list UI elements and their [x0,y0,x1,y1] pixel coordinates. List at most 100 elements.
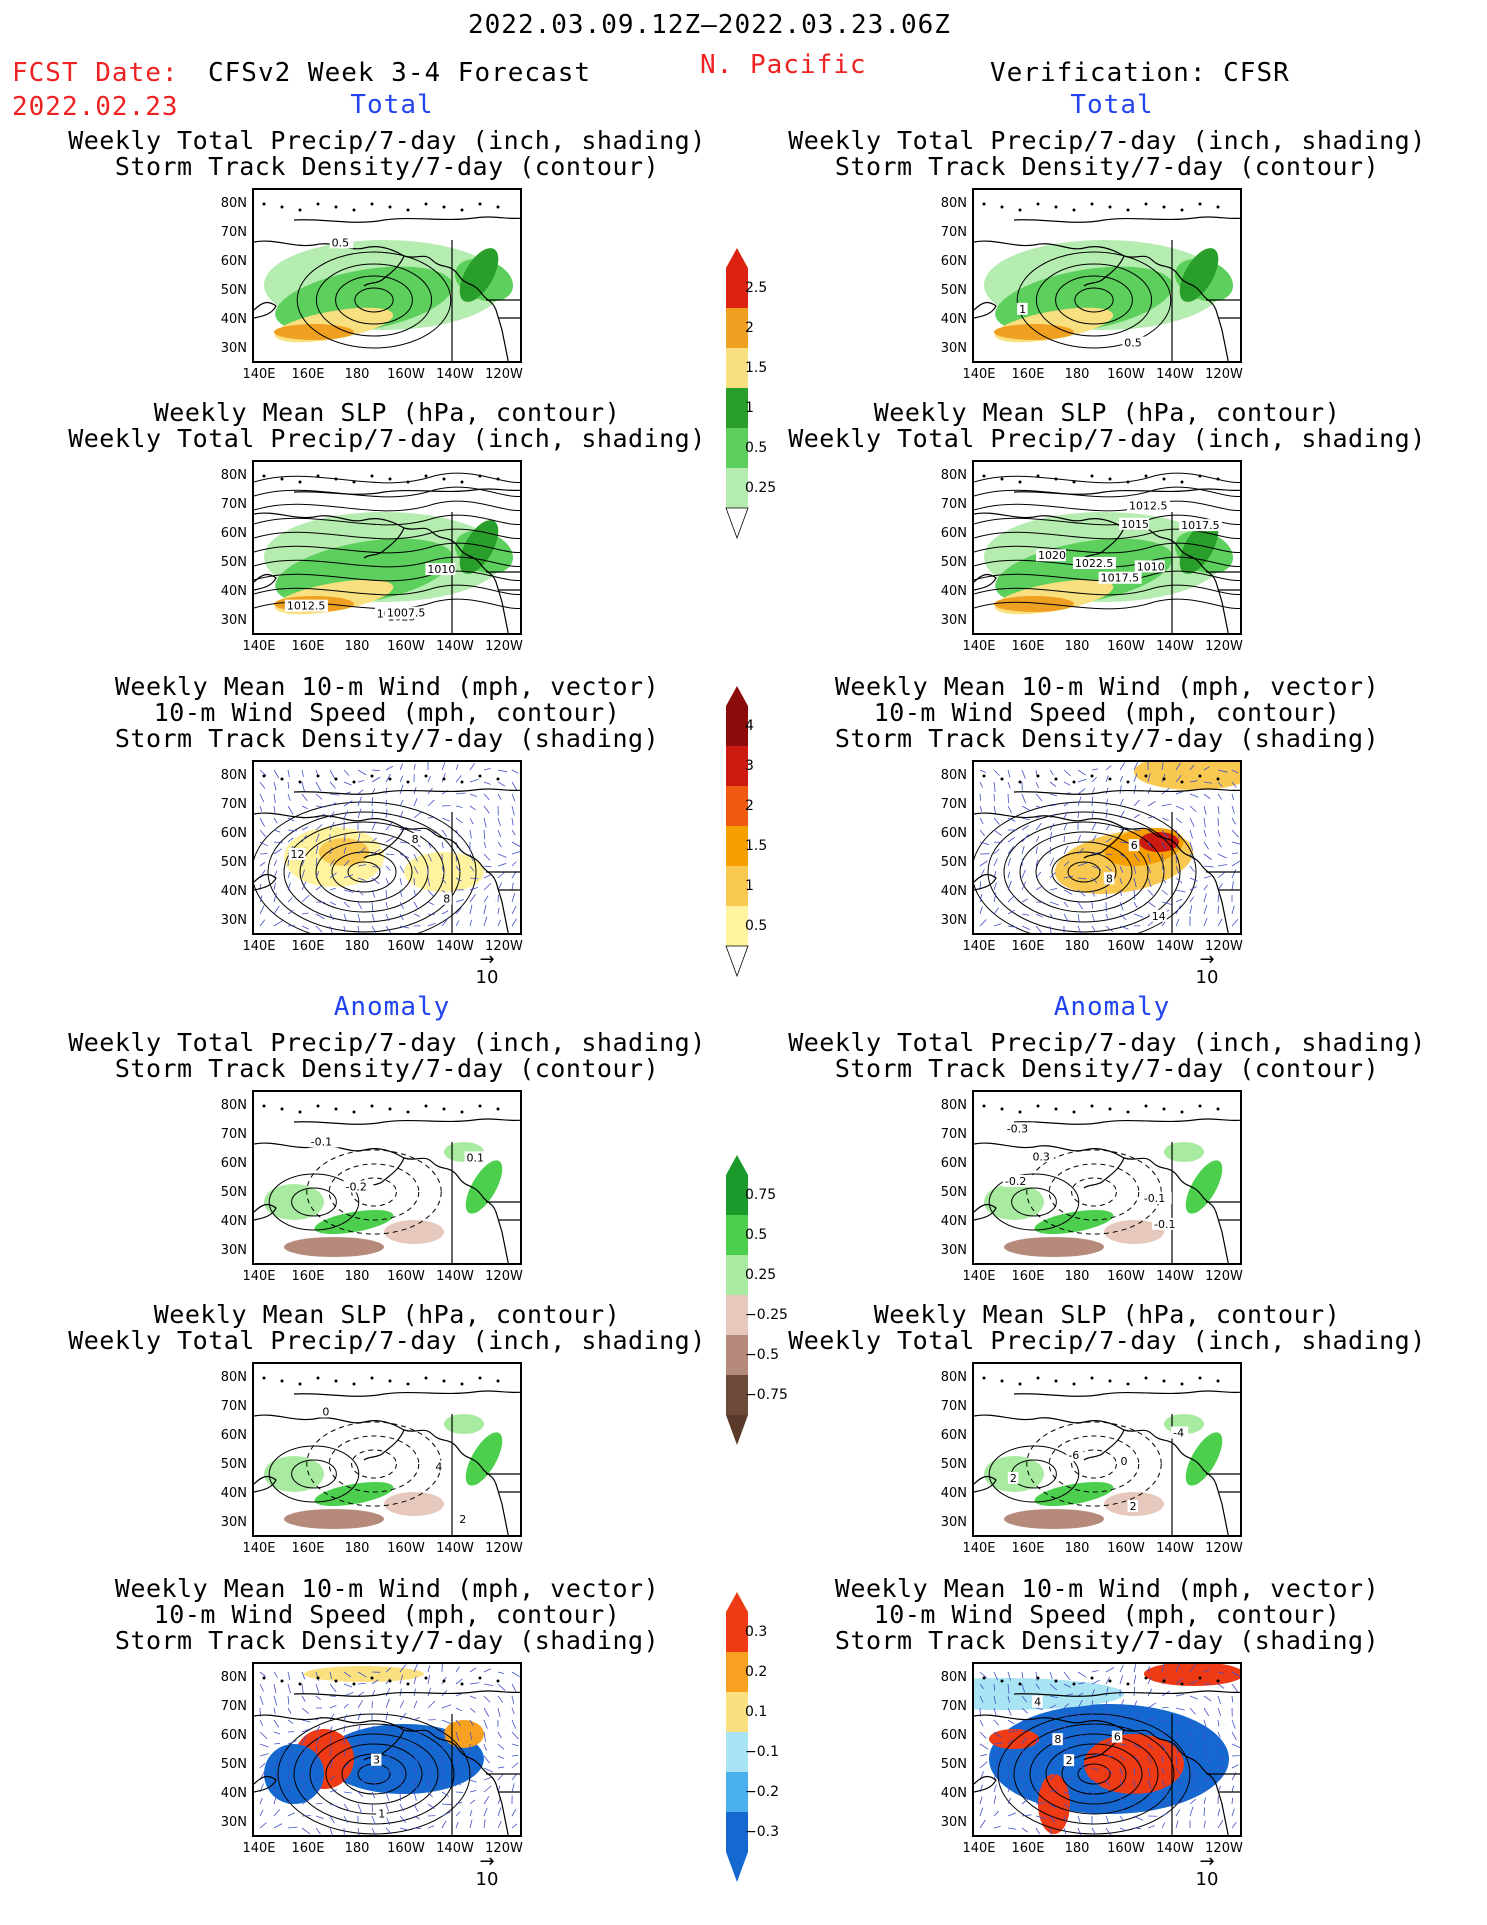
colorbar-segment [726,1652,748,1692]
lat-label: 80N [940,1670,967,1685]
lat-label: 50N [940,1185,967,1200]
lat-label: 60N [940,826,967,841]
panel-title-line: Weekly Total Precip/7-day (inch, shading… [68,1326,706,1355]
contour-label: 1012.5 [1129,499,1168,512]
lat-label: 40N [940,1486,967,1501]
vector-reference-value: 10 [1195,967,1219,988]
lat-label: 50N [220,283,247,298]
lon-label: 160W [387,367,425,382]
colorbar-label: −0.5 [745,1347,779,1363]
colorbar-end [726,686,748,706]
panel-title-line: Weekly Mean 10-m Wind (mph, vector) [834,1574,1380,1603]
contour-label: 2 [459,1513,466,1526]
lat-label: 50N [220,1457,247,1472]
colorbar-label: 0.75 [745,1187,777,1203]
colorbar-end [726,1415,748,1445]
lon-label: 120W [485,367,523,382]
contour-label: -0.2 [1005,1175,1026,1188]
isobars [254,472,520,610]
lat-label: 40N [220,1486,247,1501]
lat-label: 30N [220,1515,247,1530]
panel-title-line: Weekly Total Precip/7-day (inch, shading… [68,424,706,453]
panel-title: Weekly Total Precip/7-day (inch, shading… [747,1030,1467,1082]
panel-title-line: 10-m Wind Speed (mph, contour) [153,698,621,727]
panel-title: Weekly Total Precip/7-day (inch, shading… [747,128,1467,180]
map-obs-anom-precip: -0.1 -0.3 -0.2 0.3 -0.1 [972,1090,1242,1265]
lat-label: 50N [220,855,247,870]
panel-title-line: Storm Track Density/7-day (contour) [114,1054,660,1083]
lon-label: 160E [1011,939,1045,954]
lat-label: 30N [940,1243,967,1258]
vector-reference-value: 10 [475,967,499,988]
lon-label: 160E [291,639,325,654]
contour-label: 2 [1010,1472,1017,1485]
lat-label: 70N [220,797,247,812]
colorbar-label: −0.2 [745,1784,779,1800]
shading [284,827,484,892]
section-anomaly-verification: Anomaly [1053,992,1171,1022]
shading [264,512,514,615]
lon-label: 120W [1205,1269,1243,1284]
vector-reference-value: 10 [475,1869,499,1890]
colorbar-segment [726,906,748,946]
contours [974,801,1197,933]
contour-label: 6 [1131,839,1138,852]
colorbar-end [725,507,749,540]
colorbar-label: 0.5 [745,1227,768,1243]
lon-label: 120W [1205,1841,1243,1856]
contour-label: 1017.5 [1101,572,1140,585]
contour-labels: 13 [370,1753,387,1821]
colorbar-segment [726,1255,748,1295]
panel-title-line: Weekly Total Precip/7-day (inch, shading… [788,1326,1426,1355]
panel-title-line: Weekly Total Precip/7-day (inch, shading… [788,424,1426,453]
lon-label: 160W [1107,1541,1145,1556]
colorbar-segment [726,1375,748,1415]
map-obs-anom-slp: 2 0 2 -4 -6 [972,1362,1242,1537]
lon-label: 160W [387,1269,425,1284]
lon-label: 140W [436,1269,474,1284]
contour-labels: 10.5 [1017,302,1146,350]
contour-label: 2 [1066,1754,1073,1767]
lat-label: 40N [940,884,967,899]
lat-label: 50N [220,555,247,570]
contour-labels: 6 14 8 [1103,839,1167,923]
colorbar-label: 0.5 [745,440,768,456]
colorbar-segment [726,1335,748,1375]
panel-title-line: Storm Track Density/7-day (contour) [834,152,1380,181]
lat-label: 80N [940,1098,967,1113]
contour-label: -0.1 [1144,1192,1165,1205]
panel-title-line: Weekly Total Precip/7-day (inch, shading… [68,126,706,155]
contour-label: 0 [1120,1455,1127,1468]
contour-labels: 2 0 2 -4 -6 [1007,1426,1189,1513]
contour-label: 1015 [1121,518,1149,531]
lon-label: 160E [291,1541,325,1556]
contour-label: 1010 [1137,560,1165,573]
lon-label: 140W [1156,639,1194,654]
contour-labels: 0 2 4 [320,1405,468,1526]
colorbar-end [725,945,749,978]
lat-label: 80N [940,768,967,783]
coastline [254,474,520,633]
map-fcst-anom-precip: 0.1 -0.2 -0.1 [252,1090,522,1265]
colorbar-label: −0.75 [745,1387,788,1403]
contour-labels: 0.5 [329,236,354,249]
coastline [974,202,1240,361]
lon-label: 140W [1156,1269,1194,1284]
lat-label: 30N [220,1243,247,1258]
contour-label: 8 [1106,872,1113,885]
panel-title-line: Storm Track Density/7-day (shading) [834,1626,1380,1655]
colorbar-label: 0.2 [745,1664,768,1680]
panel-title-line: Weekly Total Precip/7-day (inch, shading… [788,1028,1426,1057]
contour-label: 1012.5 [287,600,326,613]
lon-label: 140E [962,1841,996,1856]
colorbar-segment [726,348,748,388]
lat-label: 70N [220,1399,247,1414]
lon-label: 140E [242,639,276,654]
contour-labels: 2 4 8 6 [1032,1695,1123,1767]
lon-label: 160E [291,1841,325,1856]
lon-label: 140E [242,1269,276,1284]
lat-label: 50N [940,283,967,298]
lat-label: 70N [940,1699,967,1714]
lon-label: 120W [485,1541,523,1556]
coastline [254,774,520,933]
